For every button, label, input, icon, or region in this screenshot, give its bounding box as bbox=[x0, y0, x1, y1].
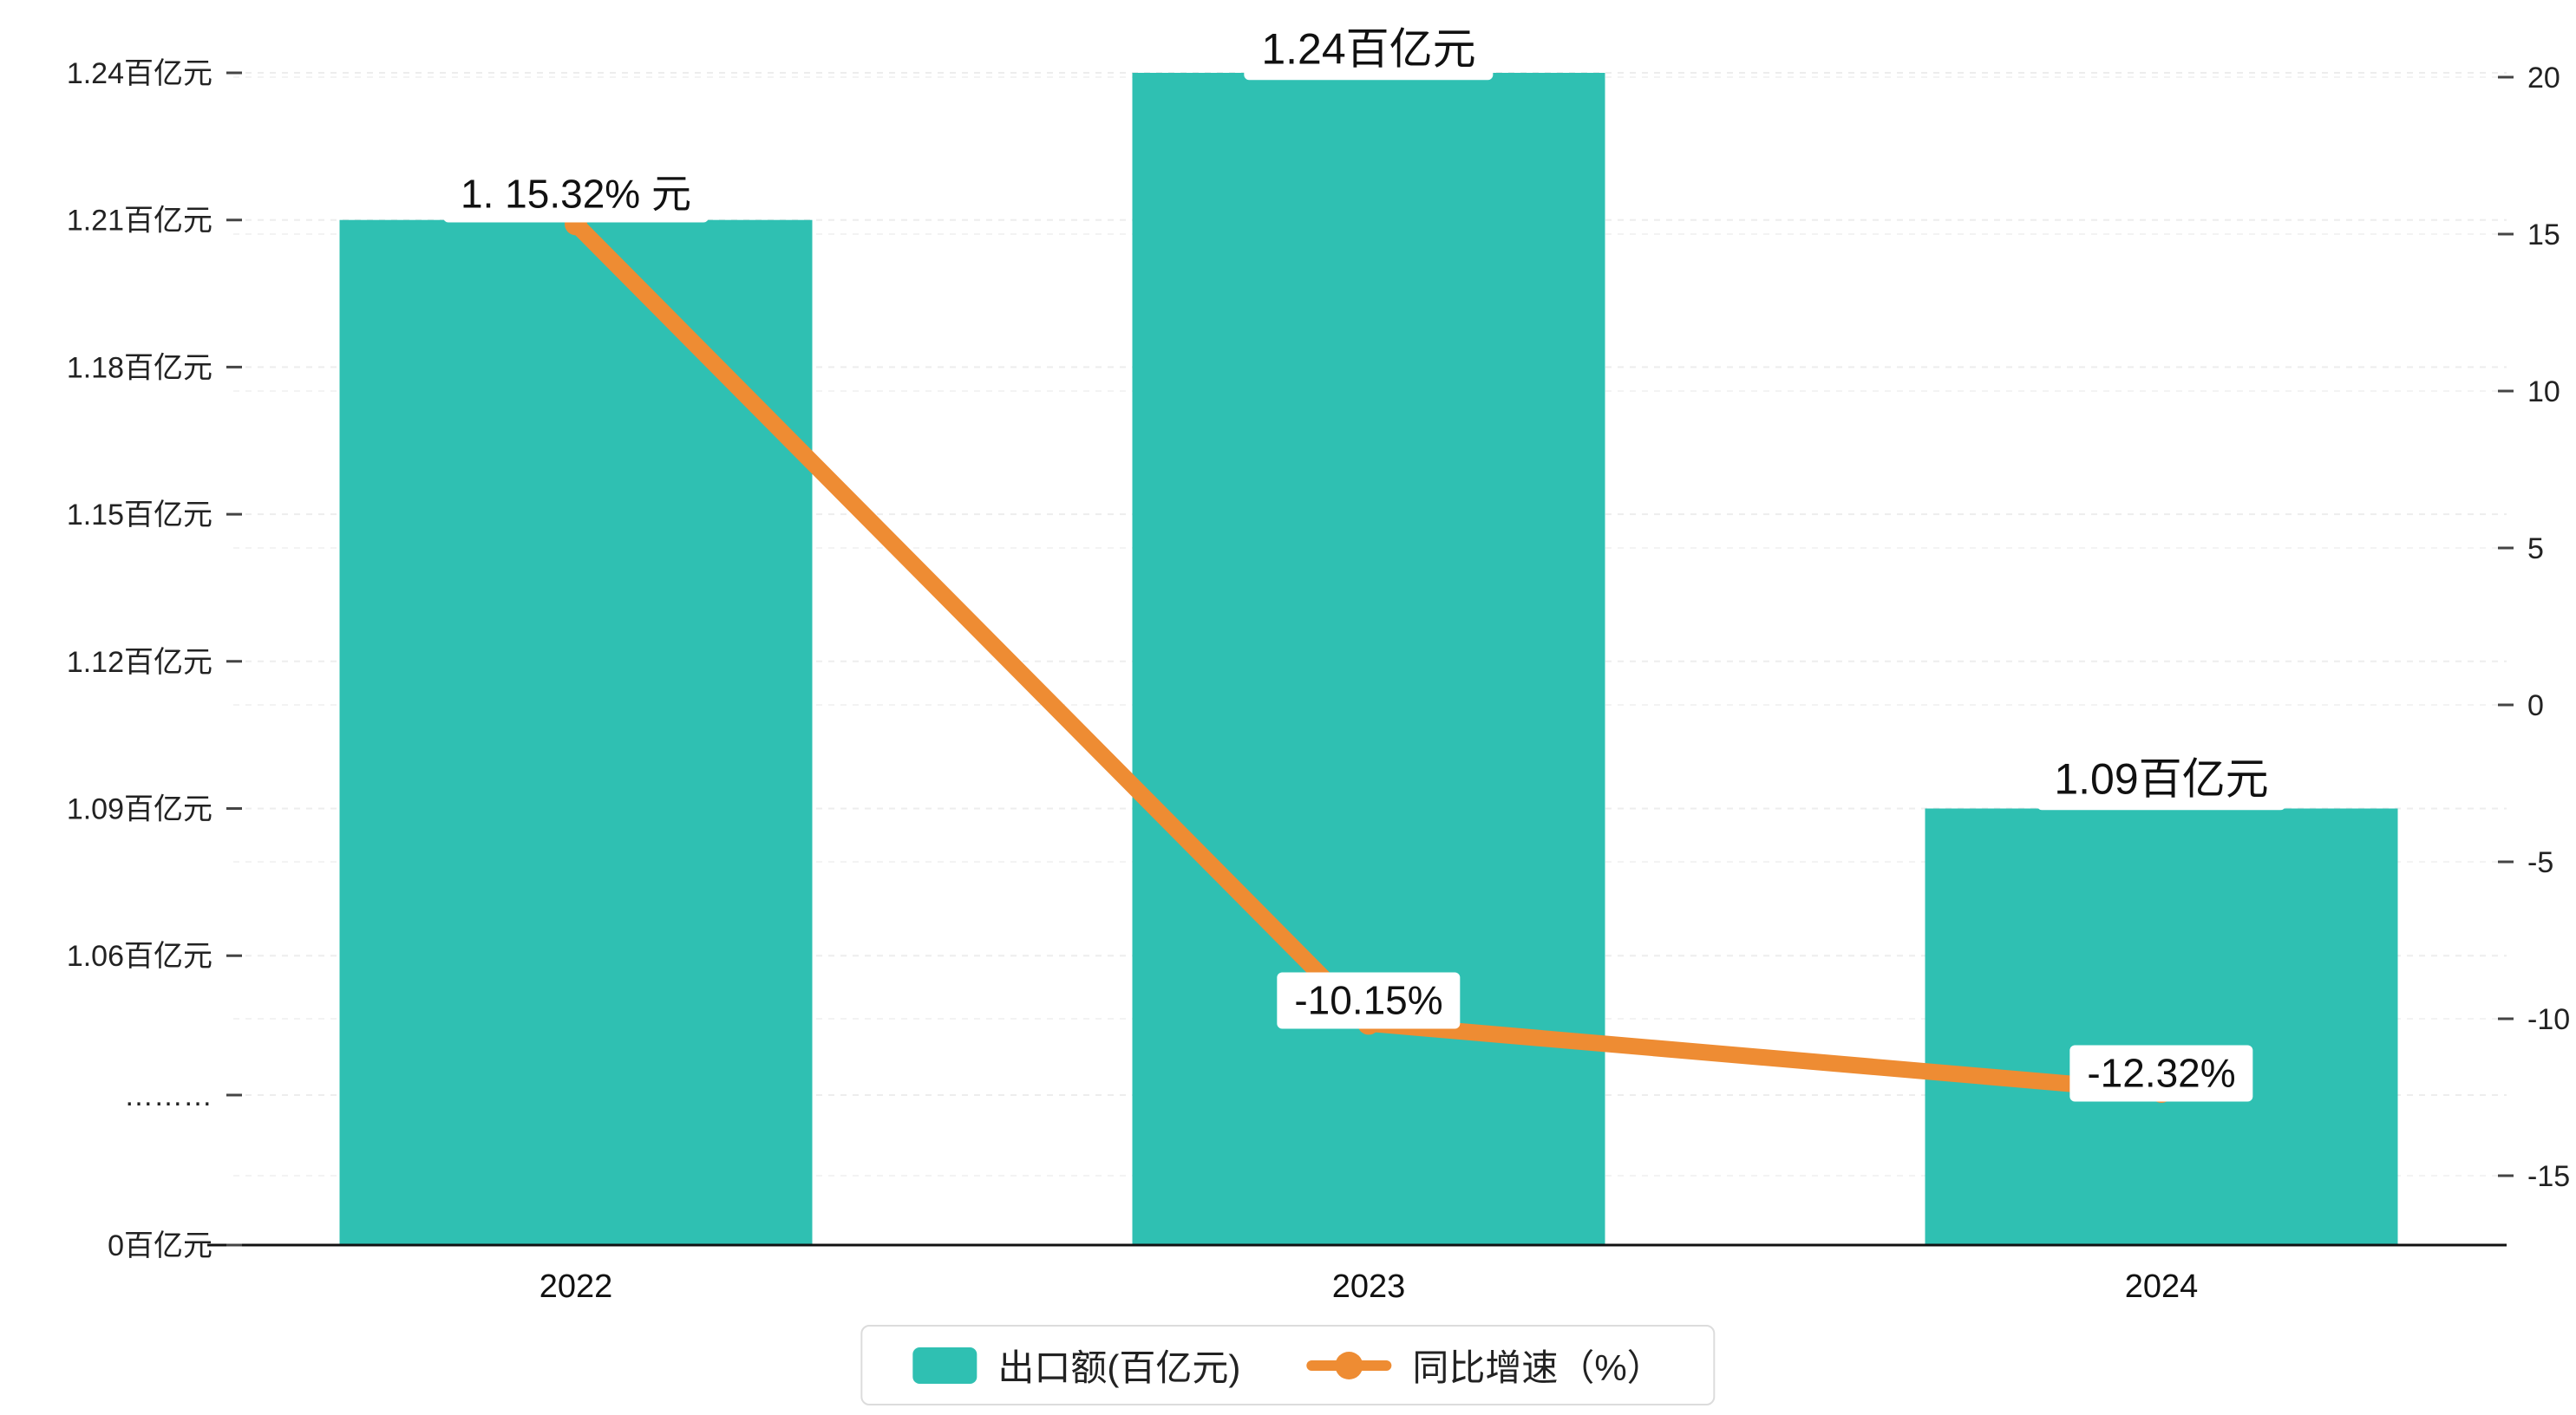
label-2024-growth: -12.32% bbox=[2069, 1045, 2253, 1102]
category-label-2023: 2023 bbox=[1332, 1268, 1406, 1305]
category-label-2022: 2022 bbox=[539, 1268, 613, 1305]
bar-2024 bbox=[1925, 808, 2398, 1245]
label-2023-bar: 1.24百亿元 bbox=[1244, 19, 1494, 80]
label-2024-bar: 1.09百亿元 bbox=[2037, 749, 2286, 810]
right-tick-label: -5 bbox=[2527, 846, 2553, 879]
legend-label-growth: 同比增速（%） bbox=[1412, 1347, 1664, 1388]
left-tick-label: 1.21百亿元 bbox=[67, 205, 212, 238]
left-tick-label: 1.06百亿元 bbox=[67, 940, 212, 973]
line-series-marker-icon bbox=[1306, 1351, 1392, 1379]
left-tick-label: 1.12百亿元 bbox=[67, 646, 212, 679]
category-label-2024: 2024 bbox=[2125, 1268, 2199, 1305]
left-tick-label: 0百亿元 bbox=[108, 1229, 212, 1262]
right-tick-label: -10 bbox=[2527, 1003, 2570, 1036]
label-2022-combined: 1. 15.32% 元 bbox=[443, 166, 709, 223]
left-tick-label: 1.18百亿元 bbox=[67, 351, 212, 384]
left-tick-label: ……… bbox=[124, 1079, 212, 1112]
bar-2022 bbox=[339, 219, 813, 1246]
label-2023-growth: -10.15% bbox=[1277, 972, 1461, 1029]
legend-item-export[interactable]: 出口额(百亿元) bbox=[912, 1339, 1240, 1392]
right-tick-label: 5 bbox=[2527, 532, 2544, 565]
legend-label-export: 出口额(百亿元) bbox=[997, 1347, 1241, 1388]
right-tick-label: 10 bbox=[2527, 375, 2560, 408]
left-tick-label: 1.09百亿元 bbox=[67, 793, 212, 826]
right-tick-label: 0 bbox=[2527, 689, 2544, 722]
bar-2023 bbox=[1132, 73, 1605, 1245]
legend: 出口额(百亿元) 同比增速（%） bbox=[860, 1325, 1716, 1405]
bar-series-swatch-icon bbox=[912, 1347, 977, 1384]
right-tick-label: -15 bbox=[2527, 1160, 2570, 1193]
left-tick-label: 1.24百亿元 bbox=[67, 57, 212, 90]
right-tick-label: 20 bbox=[2527, 62, 2560, 95]
left-tick-label: 1.15百亿元 bbox=[67, 499, 212, 531]
legend-item-growth[interactable]: 同比增速（%） bbox=[1306, 1339, 1664, 1392]
right-tick-label: 15 bbox=[2527, 218, 2560, 251]
line-series-dot-icon bbox=[1335, 1351, 1363, 1379]
